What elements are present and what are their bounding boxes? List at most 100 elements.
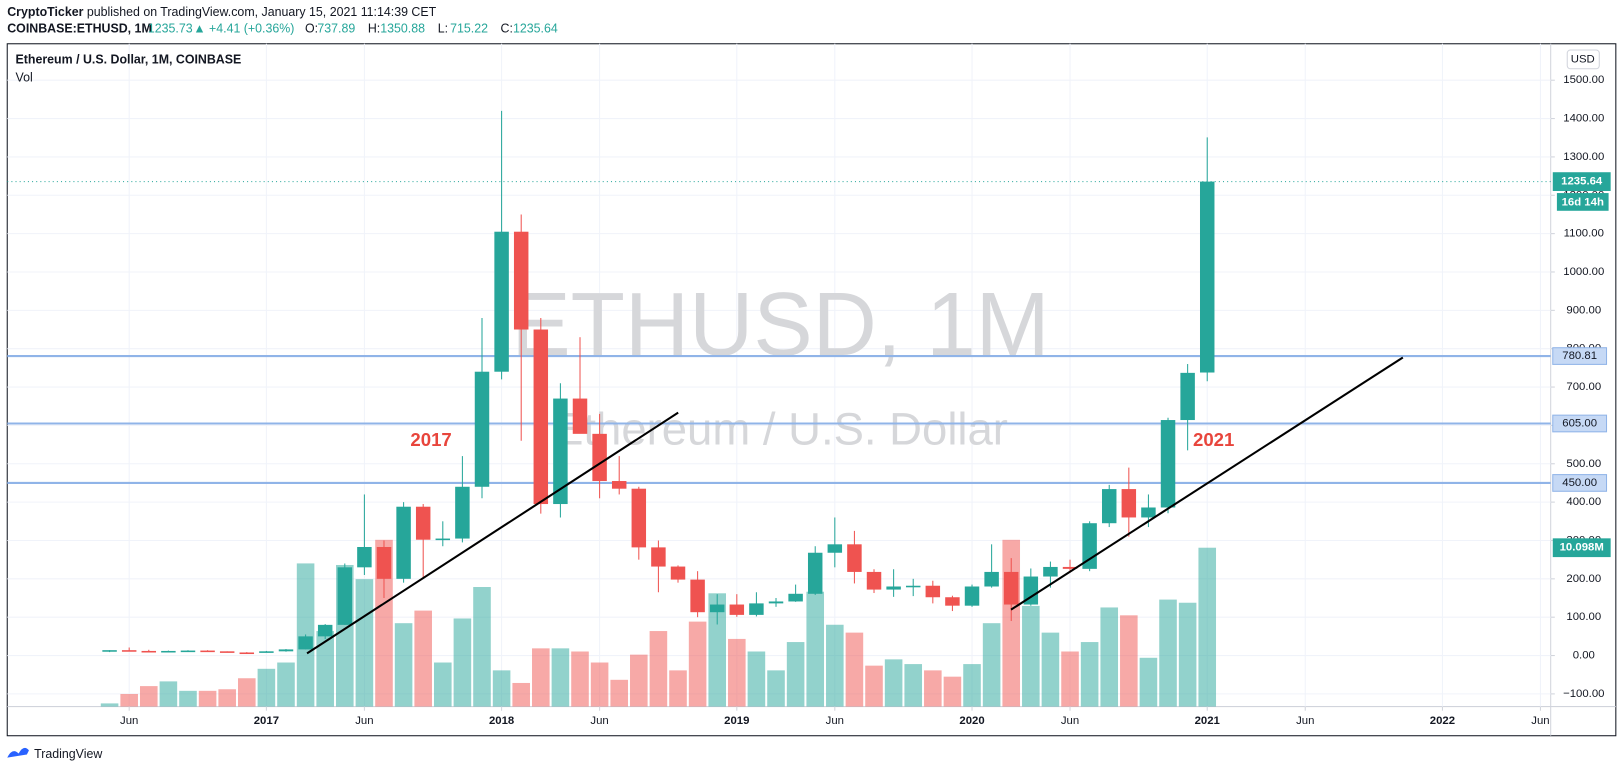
- candle-body: [1180, 372, 1195, 421]
- author: CryptoTicker: [7, 5, 83, 19]
- level-tag: [1552, 474, 1608, 492]
- currency-box[interactable]: [1566, 49, 1600, 70]
- volume-bar: [198, 690, 217, 707]
- volume-bar: [238, 678, 256, 707]
- volume-bar: [924, 670, 942, 707]
- x-tick-label: Jun: [590, 715, 608, 727]
- volume-bar: [865, 665, 883, 707]
- candle-body: [651, 547, 666, 567]
- volume-bar: [1178, 602, 1197, 707]
- volume-bar: [806, 591, 825, 707]
- volume-bar: [688, 621, 707, 707]
- volume-tag: [1552, 538, 1611, 558]
- x-tick-label: 2020: [959, 715, 984, 727]
- volume-bar: [277, 662, 295, 707]
- y-tick-label: −100.00: [1563, 688, 1604, 700]
- volume-bar: [414, 610, 432, 707]
- volume-bar: [708, 593, 726, 707]
- volume-bar: [453, 618, 472, 707]
- countdown-tag: [1556, 193, 1609, 211]
- x-tick-label: Jun: [1531, 715, 1549, 727]
- candle-body: [337, 567, 353, 625]
- x-tick-label: 2021: [1195, 715, 1221, 727]
- volume-bar: [1022, 605, 1040, 707]
- trend-line: [1010, 356, 1404, 611]
- watermark: ETHUSD, 1M: [511, 274, 1049, 374]
- candle-body: [847, 544, 862, 572]
- volume-bar: [826, 624, 844, 707]
- volume-bar: [1080, 642, 1099, 707]
- volume-bar: [1159, 599, 1177, 707]
- volume-bar: [355, 579, 374, 707]
- y-tick-label: 0.00: [1573, 650, 1595, 662]
- volume-bar: [610, 679, 628, 707]
- x-tick-label: 2018: [489, 715, 514, 727]
- x-tick-label: 2017: [254, 715, 279, 727]
- volume-bar: [571, 651, 589, 707]
- candle-body: [1160, 420, 1176, 508]
- candle-body: [1101, 489, 1117, 524]
- y-tick-label: 200.00: [1566, 573, 1601, 585]
- volume-bar: [139, 686, 158, 707]
- quote-value: 715.22: [450, 21, 488, 35]
- candle-body: [494, 231, 509, 372]
- volume-bar: [218, 689, 236, 707]
- candle-body: [749, 603, 764, 615]
- volume-bar: [434, 662, 452, 707]
- candle-body: [317, 624, 333, 637]
- candle-body: [729, 604, 745, 615]
- volume-bar: [1120, 615, 1138, 707]
- x-tick-label: Jun: [1296, 715, 1314, 727]
- chart-frame: [6, 43, 1617, 737]
- candle-body: [180, 650, 196, 653]
- candle-body: [1062, 566, 1078, 569]
- y-tick-label: 900.00: [1566, 304, 1601, 316]
- currency[interactable]: USD: [1571, 53, 1595, 65]
- level-tag: [1552, 347, 1608, 365]
- countdown: 16d 14h: [1562, 196, 1604, 208]
- candle-body: [102, 650, 117, 652]
- volume-bar: [532, 648, 550, 707]
- candle-body: [670, 566, 686, 580]
- candles: [102, 110, 1215, 655]
- candle-body: [1121, 489, 1137, 518]
- x-tick-label: 2019: [724, 715, 749, 727]
- volume-bar: [1041, 632, 1060, 707]
- volume-bar: [120, 693, 138, 707]
- quote-label: C:: [501, 21, 513, 35]
- volume-bar: [845, 632, 864, 707]
- volume-bar: [1100, 607, 1119, 707]
- grid: [7, 43, 1551, 707]
- trend-line: [306, 411, 679, 655]
- y-tick-label: 1400.00: [1563, 113, 1604, 125]
- annotation: 2017: [410, 429, 451, 450]
- legend-title: Ethereum / U.S. Dollar, 1M, COINBASE: [16, 53, 242, 67]
- quote-label: L:: [438, 21, 448, 35]
- symbol: COINBASE:ETHUSD, 1M: [7, 21, 152, 35]
- logo-icon: [7, 747, 29, 758]
- volume-bar: [159, 681, 178, 707]
- volume-bar: [747, 651, 766, 707]
- x-tick-label: 2022: [1430, 715, 1455, 727]
- candle-body: [376, 546, 392, 579]
- published-info: published on TradingView.com, January 15…: [87, 5, 437, 19]
- quote-value: 1235.64: [513, 21, 558, 35]
- candle-body: [611, 481, 627, 489]
- candle-body: [690, 579, 705, 613]
- footer-logo: TradingView: [7, 747, 103, 761]
- volume-bar: [1198, 547, 1217, 707]
- candle-body: [807, 552, 823, 594]
- volume-tag-label: 10.098M: [1560, 542, 1604, 554]
- candle-body: [161, 650, 176, 653]
- level-tag-label: 450.00: [1562, 477, 1597, 489]
- annotation: 2021: [1193, 429, 1234, 450]
- volume-bar: [394, 623, 413, 707]
- volume-bar: [982, 623, 1001, 707]
- volume-bar: [904, 664, 923, 707]
- candle-body: [1199, 181, 1215, 373]
- candle-body: [945, 597, 960, 606]
- candle-body: [357, 546, 372, 568]
- volume-bar: [963, 664, 981, 707]
- candle-body: [1141, 507, 1156, 518]
- candle-body: [866, 571, 882, 590]
